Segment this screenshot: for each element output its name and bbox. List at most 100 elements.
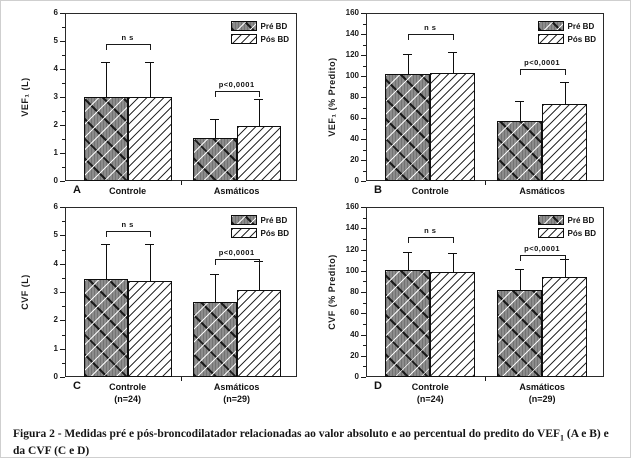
error-bar-line: [519, 268, 521, 290]
y-tick-label: 80: [350, 92, 359, 101]
y-major-tick: [361, 270, 366, 272]
y-axis-label: CVF (L): [20, 274, 30, 310]
pos-bd-swatch: [230, 228, 257, 238]
pos-bd-swatch: [537, 34, 564, 44]
significance-label: n s: [424, 23, 437, 32]
pre-bd-swatch: [537, 21, 564, 31]
figure-caption: Figura 2 - Medidas pré e pós-broncodilat…: [13, 427, 621, 457]
y-minor-tick: [363, 128, 366, 130]
y-minor-tick: [62, 249, 65, 251]
significance-bracket-end: [519, 254, 521, 261]
bar-pos-group0: [430, 271, 476, 377]
y-major-tick: [60, 69, 65, 70]
y-major-tick: [361, 228, 366, 230]
significance-bracket-end: [105, 231, 107, 238]
x-axis-tick: [485, 377, 486, 381]
y-tick-label: 0: [354, 372, 359, 381]
y-minor-tick: [363, 44, 366, 46]
y-tick-label: 5: [53, 36, 58, 45]
y-minor-tick: [363, 86, 366, 88]
y-major-tick: [361, 34, 366, 35]
bar-pre-group0: [385, 269, 431, 377]
y-tick-label: 100: [345, 71, 359, 80]
y-tick-label: 2: [53, 315, 58, 325]
error-bar-line: [452, 51, 454, 73]
error-bar-line: [519, 101, 521, 122]
error-bar-cap: [515, 101, 525, 103]
significance-bracket: [519, 68, 565, 70]
y-tick-label: 4: [53, 258, 58, 268]
pre-bd-swatch: [230, 215, 257, 225]
error-bar-cap: [448, 51, 458, 53]
y-major-tick: [361, 377, 366, 378]
y-major-tick: [361, 292, 366, 293]
y-minor-tick: [62, 277, 65, 279]
y-tick-label: 60: [350, 113, 359, 122]
legend-label: Pré BD: [260, 215, 288, 225]
y-minor-tick: [363, 170, 366, 172]
y-major-tick: [361, 249, 366, 251]
x-category-n-label: (n=24): [416, 394, 444, 405]
chart-panel-a: VEF₁ (L) 0 1 2 3 4 5 6 n s p<0,0001 Pré BD Pós BD Co…: [9, 5, 309, 197]
y-minor-tick: [363, 107, 366, 109]
y-tick-label: 0: [53, 372, 58, 381]
legend-label: Pré BD: [567, 215, 595, 225]
y-minor-tick: [363, 217, 366, 219]
significance-label: p<0,0001: [218, 248, 255, 258]
bar-pos-group0: [127, 280, 172, 377]
error-bar-line: [452, 252, 454, 272]
bar-pos-group0: [127, 97, 172, 181]
y-tick-label: 140: [345, 223, 359, 233]
error-bar-line: [105, 243, 107, 280]
y-minor-tick: [363, 302, 366, 304]
significance-bracket-end: [149, 43, 151, 50]
y-minor-tick: [363, 149, 366, 151]
significance-bracket: [407, 34, 453, 35]
y-major-tick: [60, 348, 65, 350]
y-major-tick: [361, 181, 366, 182]
y-minor-tick: [62, 167, 65, 168]
significance-bracket-end: [258, 91, 260, 98]
y-axis-label: CVF (% Predito): [327, 254, 337, 330]
y-major-tick: [60, 97, 65, 98]
bar-pos-group1: [236, 125, 281, 181]
significance-bracket-end: [258, 259, 260, 266]
significance-label: p<0,0001: [218, 80, 255, 90]
significance-bracket: [105, 231, 150, 233]
error-bar-cap: [210, 118, 220, 120]
bar-pre-group1: [192, 302, 237, 377]
y-tick-label: 160: [345, 202, 359, 211]
y-tick-label: 3: [53, 287, 58, 296]
y-major-tick: [60, 13, 65, 14]
y-minor-tick: [363, 260, 366, 262]
y-tick-label: 160: [345, 8, 359, 17]
y-tick-label: 20: [350, 350, 359, 360]
y-major-tick: [361, 76, 366, 77]
y-tick-label: 1: [53, 343, 58, 353]
bar-pos-group1: [236, 290, 281, 377]
significance-bracket-end: [214, 91, 216, 98]
significance-bracket-end: [407, 34, 409, 40]
significance-bracket: [214, 91, 259, 93]
y-major-tick: [60, 320, 65, 322]
significance-bracket-end: [149, 231, 151, 238]
error-bar-line: [258, 99, 260, 126]
legend-label: Pré BD: [567, 21, 595, 31]
significance-bracket-end: [452, 34, 454, 40]
legend: Pré BD Pós BD: [230, 215, 289, 238]
error-bar-cap: [145, 62, 155, 63]
y-minor-tick: [363, 323, 366, 325]
significance-label: n s: [424, 225, 437, 235]
legend-entry: Pós BD: [230, 228, 289, 238]
y-tick-label: 40: [350, 329, 359, 339]
error-bar-line: [407, 251, 409, 270]
y-minor-tick: [62, 27, 65, 28]
legend-entry: Pré BD: [230, 21, 289, 31]
bar-pre-group0: [83, 97, 128, 181]
legend-entry: Pós BD: [230, 34, 289, 44]
legend-label: Pós BD: [260, 228, 289, 238]
y-major-tick: [60, 181, 65, 182]
y-tick-label: 2: [53, 120, 58, 129]
error-bar-cap: [403, 53, 413, 55]
significance-bracket-end: [564, 68, 566, 75]
